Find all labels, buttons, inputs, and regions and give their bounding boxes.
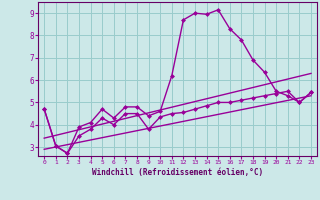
X-axis label: Windchill (Refroidissement éolien,°C): Windchill (Refroidissement éolien,°C): [92, 168, 263, 177]
